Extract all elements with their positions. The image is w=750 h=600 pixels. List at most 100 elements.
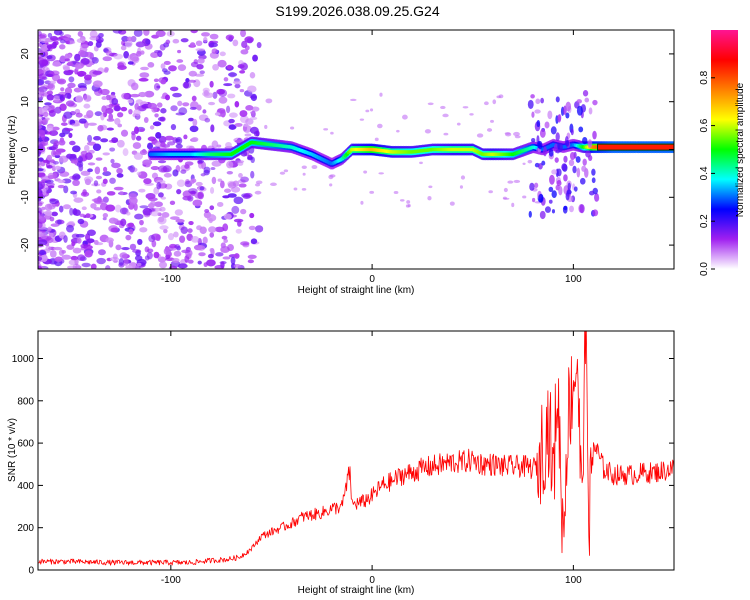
- noise-speckle: [121, 247, 130, 251]
- noise-speckle: [64, 92, 72, 99]
- noise-speckle: [94, 166, 101, 175]
- noise-speckle: [71, 123, 81, 127]
- noise-speckle: [77, 218, 85, 225]
- noise-speckle: [191, 95, 197, 102]
- noise-speckle: [96, 257, 106, 265]
- noise-speckle: [527, 159, 533, 164]
- turbulence-blob: [555, 132, 560, 142]
- noise-speckle: [167, 233, 175, 241]
- colorbar-tick-label: 0.8: [699, 70, 710, 84]
- noise-speckle: [442, 113, 449, 118]
- noise-speckle: [498, 94, 504, 99]
- snr-x-tick-label: 100: [565, 575, 582, 586]
- noise-speckle: [52, 41, 57, 49]
- noise-speckle: [147, 136, 156, 142]
- snr-x-tick-label: 0: [369, 575, 375, 586]
- noise-speckle: [40, 175, 51, 181]
- turbulence-blob: [527, 99, 534, 109]
- noise-speckle: [93, 180, 99, 187]
- noise-speckle: [64, 87, 73, 95]
- chart-title: S199.2026.038.09.25.G24: [275, 3, 440, 19]
- noise-speckle: [221, 235, 228, 240]
- noise-speckle: [249, 116, 258, 121]
- noise-speckle: [177, 263, 188, 269]
- noise-speckle: [42, 159, 50, 163]
- noise-speckle: [232, 39, 239, 47]
- noise-speckle: [209, 80, 214, 88]
- snr-frame: [37, 330, 675, 571]
- noise-speckle: [359, 118, 365, 121]
- noise-speckle: [42, 118, 49, 123]
- noise-speckle: [142, 207, 153, 216]
- noise-speckle: [222, 256, 231, 260]
- noise-speckle: [247, 85, 257, 93]
- noise-speckle: [72, 247, 82, 254]
- noise-speckle: [66, 244, 75, 250]
- noise-speckle: [58, 155, 69, 163]
- noise-speckle: [190, 30, 198, 34]
- noise-speckle: [504, 132, 511, 135]
- noise-speckle: [78, 118, 87, 124]
- noise-speckle: [163, 60, 171, 66]
- noise-speckle: [191, 137, 199, 142]
- turbulence-blob: [589, 190, 595, 196]
- noise-speckle: [57, 179, 66, 184]
- snr-y-tick-label: 200: [17, 523, 34, 534]
- noise-speckle: [68, 132, 73, 139]
- noise-speckle: [139, 227, 148, 233]
- noise-speckle: [132, 249, 142, 254]
- noise-speckle: [241, 40, 248, 49]
- noise-speckle: [65, 69, 75, 74]
- noise-speckle: [202, 236, 208, 244]
- noise-speckle: [131, 132, 136, 141]
- noise-speckle: [70, 159, 79, 164]
- turbulence-blob: [556, 168, 562, 177]
- noise-speckle: [174, 209, 184, 216]
- noise-speckle: [203, 166, 211, 174]
- turbulence-blob: [582, 90, 589, 97]
- noise-speckle: [247, 259, 254, 264]
- noise-speckle: [95, 175, 103, 180]
- noise-speckle: [209, 232, 215, 238]
- noise-speckle: [80, 243, 89, 249]
- turbulence-blob: [551, 190, 557, 198]
- turbulence-blob: [592, 130, 597, 140]
- noise-speckle: [195, 40, 203, 47]
- noise-speckle: [40, 182, 46, 187]
- noise-speckle: [160, 79, 167, 85]
- turbulence-blob: [578, 126, 584, 133]
- snr-plot-area: [38, 331, 674, 570]
- noise-speckle: [201, 32, 211, 37]
- turbulence-blob: [550, 126, 557, 135]
- noise-speckle: [199, 226, 207, 235]
- noise-speckle: [53, 95, 60, 103]
- noise-speckle: [138, 91, 147, 98]
- noise-speckle: [137, 238, 143, 246]
- turbulence-blob: [539, 210, 546, 220]
- noise-speckle: [59, 44, 66, 50]
- noise-speckle: [256, 41, 262, 49]
- colorbar-gradient: [711, 30, 738, 269]
- turbulence-blob: [563, 205, 568, 211]
- noise-speckle: [200, 173, 206, 177]
- noise-speckle: [139, 205, 149, 209]
- noise-speckle: [207, 253, 214, 259]
- noise-speckle: [135, 135, 142, 141]
- noise-speckle: [54, 106, 62, 114]
- noise-speckle: [65, 53, 72, 59]
- turbulence-blob: [579, 177, 586, 185]
- noise-speckle: [187, 228, 193, 233]
- turbulence-blob: [558, 185, 563, 196]
- noise-speckle: [40, 232, 48, 240]
- noise-speckle: [250, 170, 255, 179]
- noise-speckle: [180, 169, 187, 174]
- noise-speckle: [211, 48, 218, 54]
- turbulence-blob: [539, 128, 546, 138]
- noise-speckle: [168, 265, 178, 269]
- noise-speckle: [234, 83, 241, 89]
- noise-speckle: [156, 181, 162, 190]
- noise-speckle: [148, 234, 156, 243]
- noise-speckle: [219, 51, 226, 57]
- noise-speckle: [80, 170, 91, 176]
